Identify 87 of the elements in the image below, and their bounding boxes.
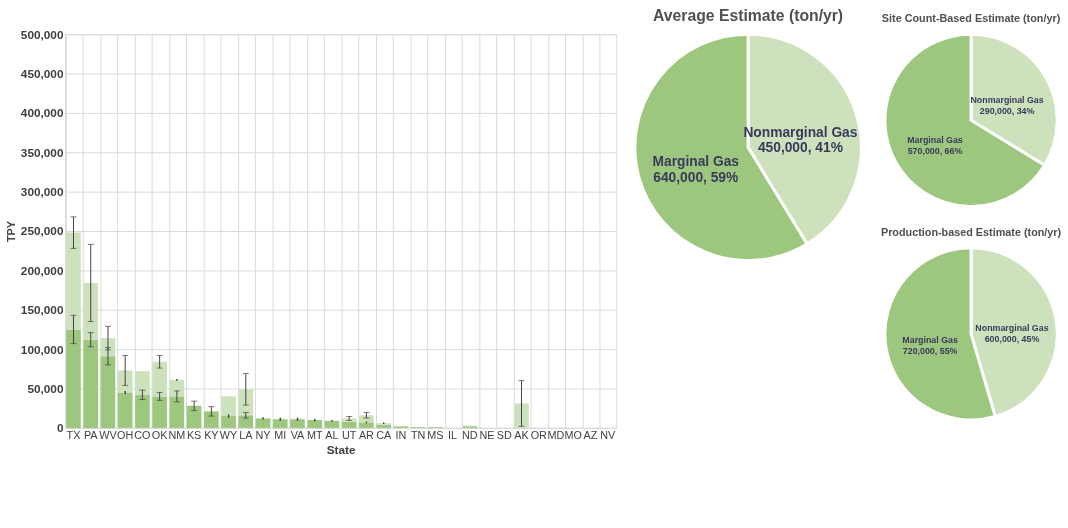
x-tick-label: MD — [547, 429, 565, 442]
slice-label: Nonmarginal Gas — [970, 95, 1044, 106]
y-tick-label: 150,000 — [20, 303, 64, 318]
bar — [221, 416, 236, 428]
x-tick-label: MI — [274, 429, 287, 442]
x-tick-label: LA — [239, 429, 254, 442]
x-tick-label: MS — [427, 429, 444, 442]
data-label: 290,000, 34% — [979, 105, 1035, 116]
bar — [307, 420, 323, 428]
slice-label: Marginal Gas — [907, 135, 963, 146]
bar — [117, 370, 133, 393]
bar — [514, 403, 529, 428]
x-tick-label: NY — [255, 429, 271, 442]
x-tick-label: TN — [410, 429, 426, 442]
x-tick-label: AZ — [583, 429, 598, 442]
x-tick-label: NM — [168, 429, 186, 442]
x-tick-label: VA — [290, 429, 306, 442]
bar — [359, 422, 374, 428]
slice-label: Nonmarginal Gas — [975, 322, 1049, 333]
x-tick-label: IN — [395, 429, 407, 442]
data-label: 640,000, 59% — [653, 169, 739, 185]
x-tick-label: WY — [219, 429, 238, 442]
bar — [221, 396, 236, 417]
data-label: 600,000, 45% — [984, 333, 1040, 344]
chart-title: Production-based Estimate (ton/yr) — [880, 225, 1062, 238]
x-tick-label: MT — [306, 429, 323, 442]
x-tick-label: KS — [186, 429, 202, 442]
x-tick-label: IL — [448, 429, 458, 442]
slice-label: Marginal Gas — [902, 334, 958, 345]
x-tick-label: NV — [600, 429, 616, 442]
bar — [117, 392, 133, 428]
x-tick-label: CA — [376, 429, 392, 442]
bar — [359, 415, 374, 423]
bar — [238, 415, 254, 428]
bar — [66, 329, 81, 428]
y-tick-label: 200,000 — [20, 263, 64, 278]
x-tick-label: WV — [99, 429, 118, 442]
bar — [290, 419, 305, 428]
bar — [83, 339, 99, 428]
chart-title: Site Count-Based Estimate (ton/yr) — [881, 12, 1061, 25]
bar — [204, 411, 219, 428]
chart-title: Average Estimate (ton/yr) — [653, 7, 844, 25]
bar — [100, 356, 116, 428]
y-axis-title: TPY — [4, 220, 17, 243]
bar — [152, 361, 167, 397]
bar — [324, 420, 340, 428]
y-tick-label: 500,000 — [20, 27, 64, 42]
slice-label: Marginal Gas — [652, 153, 740, 169]
y-tick-label: 250,000 — [20, 224, 64, 239]
bar — [66, 232, 81, 330]
x-tick-label: TX — [66, 429, 81, 442]
bar — [238, 389, 254, 416]
data-label: 570,000, 66% — [907, 146, 963, 157]
bar — [135, 371, 150, 395]
bar — [272, 419, 288, 428]
x-tick-label: CO — [134, 429, 151, 442]
y-tick-label: 350,000 — [20, 145, 64, 160]
data-label: 720,000, 55% — [902, 345, 958, 356]
bar — [341, 421, 357, 428]
x-tick-label: OR — [530, 429, 548, 442]
x-tick-label: UT — [341, 429, 357, 442]
x-tick-label: KY — [204, 429, 219, 442]
x-tick-label: AR — [358, 429, 375, 442]
bar — [83, 283, 99, 340]
x-tick-label: AK — [514, 429, 530, 442]
bar — [186, 405, 202, 428]
y-tick-label: 300,000 — [20, 185, 64, 200]
x-tick-label: OH — [117, 429, 134, 442]
bar — [255, 418, 271, 428]
x-tick-label: SD — [496, 429, 512, 442]
slice-label: Nonmarginal Gas — [743, 124, 858, 140]
y-tick-label: 100,000 — [20, 342, 64, 357]
bar — [152, 396, 167, 428]
y-tick-label: 450,000 — [20, 66, 64, 81]
x-tick-label: MO — [564, 429, 582, 442]
x-tick-label: ND — [462, 429, 478, 442]
bar — [135, 394, 150, 428]
x-tick-label: OK — [151, 429, 169, 442]
bar — [169, 396, 185, 428]
x-tick-label: PA — [83, 429, 99, 442]
y-tick-label: 400,000 — [20, 106, 64, 121]
x-axis-title: State — [326, 442, 356, 457]
x-tick-label: NE — [479, 429, 495, 442]
x-tick-label: AL — [325, 429, 339, 442]
y-tick-label: 0 — [56, 421, 64, 436]
data-label: 450,000, 41% — [757, 140, 843, 156]
y-tick-label: 50,000 — [27, 381, 64, 396]
